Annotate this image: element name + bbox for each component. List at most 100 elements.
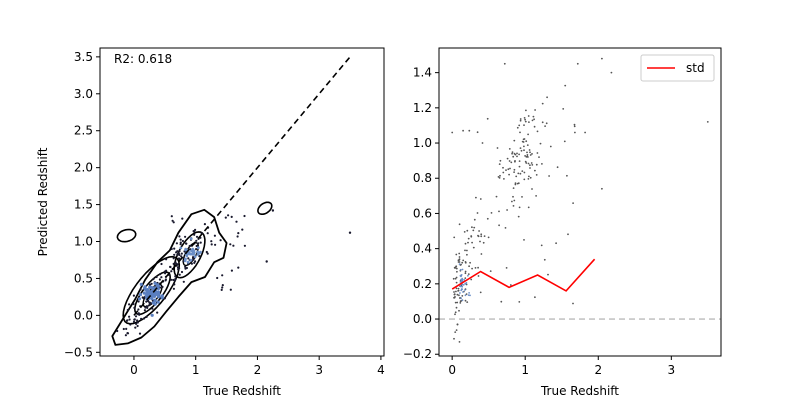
right-scatter-point xyxy=(461,295,464,297)
left-scatter-point xyxy=(170,215,173,218)
left-scatter-point xyxy=(150,282,153,285)
right-scatter-point xyxy=(541,163,543,165)
left-scatter-point xyxy=(179,238,182,241)
left-scatter-point xyxy=(229,243,232,246)
left-scatter-point xyxy=(186,260,190,264)
right-scatter-point xyxy=(458,263,461,265)
left-scatter-point xyxy=(192,258,195,261)
left-scatter-point xyxy=(155,275,158,279)
right-scatter-point xyxy=(502,171,505,174)
right-y-tick-label: 0.6 xyxy=(413,206,432,220)
right-scatter-point xyxy=(564,84,567,87)
right-scatter-point xyxy=(455,281,458,284)
right-scatter-point xyxy=(524,118,526,121)
left-scatter-point xyxy=(213,234,216,237)
left-scatter-point xyxy=(235,220,238,223)
left-scatter-point xyxy=(151,307,154,310)
right-scatter-point xyxy=(528,121,530,123)
left-scatter-point xyxy=(176,253,179,256)
right-scatter-point xyxy=(529,176,532,179)
left-y-tick-label: 3.0 xyxy=(74,87,93,101)
left-scatter-point xyxy=(160,294,164,298)
left-ticks: 0 1 2 3 4 −0.5 0.0 0.5 1.0 1.5 2.0 2.5 3.0 3.5 xyxy=(64,50,385,377)
right-scatter-point xyxy=(507,168,510,171)
right-scatter-point xyxy=(527,162,530,165)
right-scatter-point xyxy=(466,229,469,232)
right-scatter-point xyxy=(523,117,526,119)
left-scatter-point xyxy=(265,260,268,263)
left-panel: 0 1 2 3 4 −0.5 0.0 0.5 1.0 1.5 2.0 2.5 3.0 3.5 R2: 0.… xyxy=(36,47,385,398)
right-scatter-point xyxy=(520,149,523,152)
right-scatter-point xyxy=(490,212,493,214)
left-scatter-point xyxy=(135,322,138,325)
right-scatter-point xyxy=(464,242,467,245)
right-scatter-point xyxy=(455,287,458,290)
left-scatter-point xyxy=(216,276,219,280)
right-scatter-point xyxy=(467,273,470,275)
left-scatter-point xyxy=(227,214,230,217)
left-scatter-point xyxy=(184,248,188,252)
left-scatter-point xyxy=(176,266,180,269)
right-scatter-point xyxy=(512,195,514,198)
left-scatter-point xyxy=(184,265,187,268)
density-contour xyxy=(111,208,228,346)
right-panel: 0 1 2 3 −0.2 0.0 0.2 0.4 0.6 0.8 1.0 1.2 1.4 True Re… xyxy=(403,47,722,398)
left-scatter-point xyxy=(128,303,131,306)
left-scatter-point xyxy=(138,332,142,335)
left-y-tick-label: 2.0 xyxy=(74,161,93,175)
right-scatter-point xyxy=(454,313,456,316)
left-scatter-point xyxy=(192,230,195,233)
left-scatter-point xyxy=(180,252,183,255)
left-scatter-point xyxy=(136,321,139,324)
right-scatter-point xyxy=(497,176,500,178)
left-scatter-point xyxy=(129,323,132,326)
left-scatter-point xyxy=(172,262,175,265)
left-y-tick-label: 3.5 xyxy=(74,50,93,64)
right-scatter-point xyxy=(525,140,528,143)
left-axes-frame xyxy=(99,47,385,357)
right-scatter-point xyxy=(470,235,473,238)
right-scatter-point xyxy=(461,285,464,288)
right-scatter-point xyxy=(531,119,534,122)
left-scatter-point xyxy=(128,318,131,321)
right-scatter-point xyxy=(533,125,536,128)
left-scatter-point xyxy=(163,270,166,273)
right-scatter-point xyxy=(573,123,576,126)
right-scatter-point xyxy=(486,217,489,220)
left-scatter-point xyxy=(189,237,193,241)
left-scatter-point xyxy=(178,273,181,276)
right-scatter-point xyxy=(500,300,503,303)
right-scatter-point xyxy=(471,241,473,244)
right-scatter-point xyxy=(538,156,540,159)
right-y-tick-label: 1.2 xyxy=(413,101,432,115)
left-scatter-point xyxy=(126,308,129,312)
right-scatter-point xyxy=(526,154,529,156)
right-scatter-point xyxy=(459,281,462,283)
left-scatter-point xyxy=(221,284,224,287)
left-scatter-point xyxy=(150,313,154,317)
right-scatter-point xyxy=(574,131,576,134)
right-x-tick-label: 0 xyxy=(448,363,456,377)
density-contour xyxy=(173,231,206,279)
right-scatter-point xyxy=(456,270,458,273)
left-scatter-point xyxy=(206,252,209,255)
right-scatter-point xyxy=(496,147,499,149)
left-scatter-point xyxy=(172,257,175,260)
right-scatter-point xyxy=(541,102,544,105)
right-scatter-point xyxy=(502,166,504,169)
right-scatter-point xyxy=(531,188,533,190)
right-scatter-point xyxy=(503,62,506,65)
right-scatter-point xyxy=(474,267,477,269)
right-scatter-point xyxy=(544,125,546,127)
left-scatter-point xyxy=(214,243,217,246)
left-scatter-point xyxy=(192,249,196,253)
right-scatter-point xyxy=(572,202,574,205)
left-scatter-point xyxy=(148,271,151,274)
right-scatter-point xyxy=(529,151,531,154)
left-scatter-point xyxy=(158,278,161,281)
right-scatter-point xyxy=(511,152,513,155)
right-scatter-point xyxy=(464,249,466,252)
left-scatter-point xyxy=(148,303,151,307)
right-scatter-point xyxy=(471,267,473,270)
right-scatter-point xyxy=(518,206,521,209)
